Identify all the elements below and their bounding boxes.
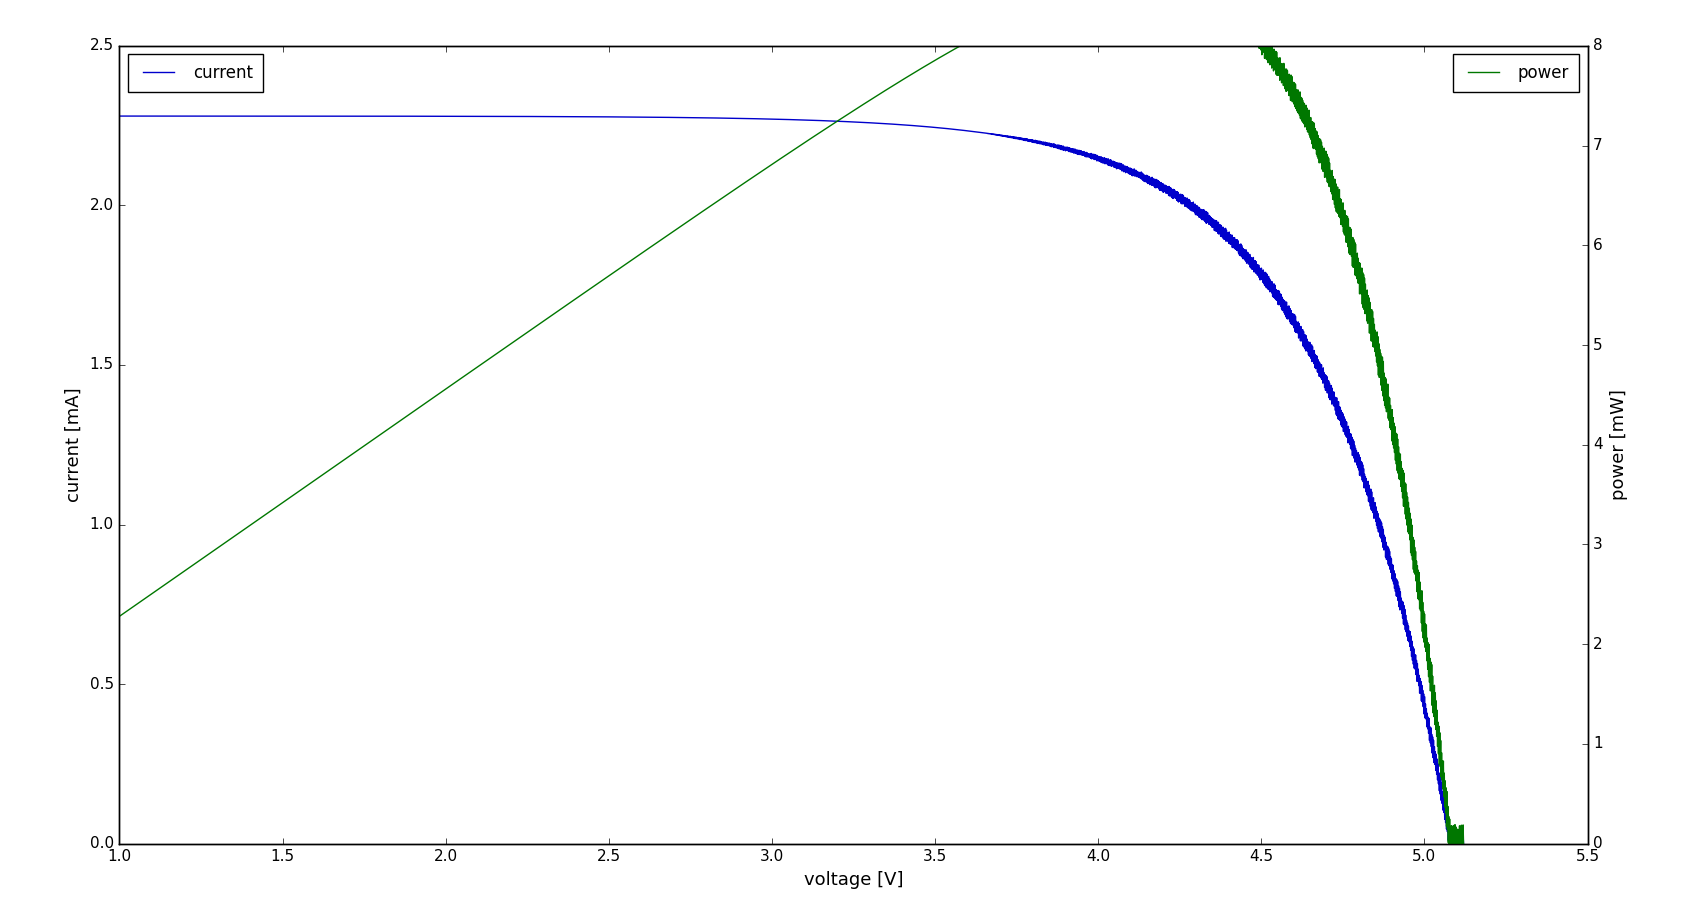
- current: [343, 111, 364, 122]
- current: [1439, 838, 1459, 849]
- current: [683, 112, 703, 123]
- current: [1282, 319, 1302, 330]
- power: [625, 252, 645, 263]
- Legend: power: power: [1453, 54, 1579, 93]
- Y-axis label: current [mA]: current [mA]: [65, 388, 84, 503]
- power: [343, 448, 364, 459]
- power: [1282, 78, 1302, 89]
- Y-axis label: power [mW]: power [mW]: [1610, 390, 1628, 500]
- current: [625, 112, 645, 123]
- power: [1427, 741, 1448, 752]
- X-axis label: voltage [V]: voltage [V]: [804, 871, 903, 889]
- Legend: current: current: [128, 54, 263, 93]
- power: [1439, 838, 1459, 849]
- current: [1453, 838, 1473, 849]
- current: [109, 111, 130, 122]
- Line: power: power: [119, 0, 1463, 844]
- current: [1427, 754, 1448, 765]
- power: [109, 611, 130, 622]
- power: [1453, 838, 1473, 849]
- power: [263, 504, 283, 515]
- Line: current: current: [119, 116, 1463, 844]
- current: [263, 111, 283, 122]
- power: [683, 213, 703, 224]
